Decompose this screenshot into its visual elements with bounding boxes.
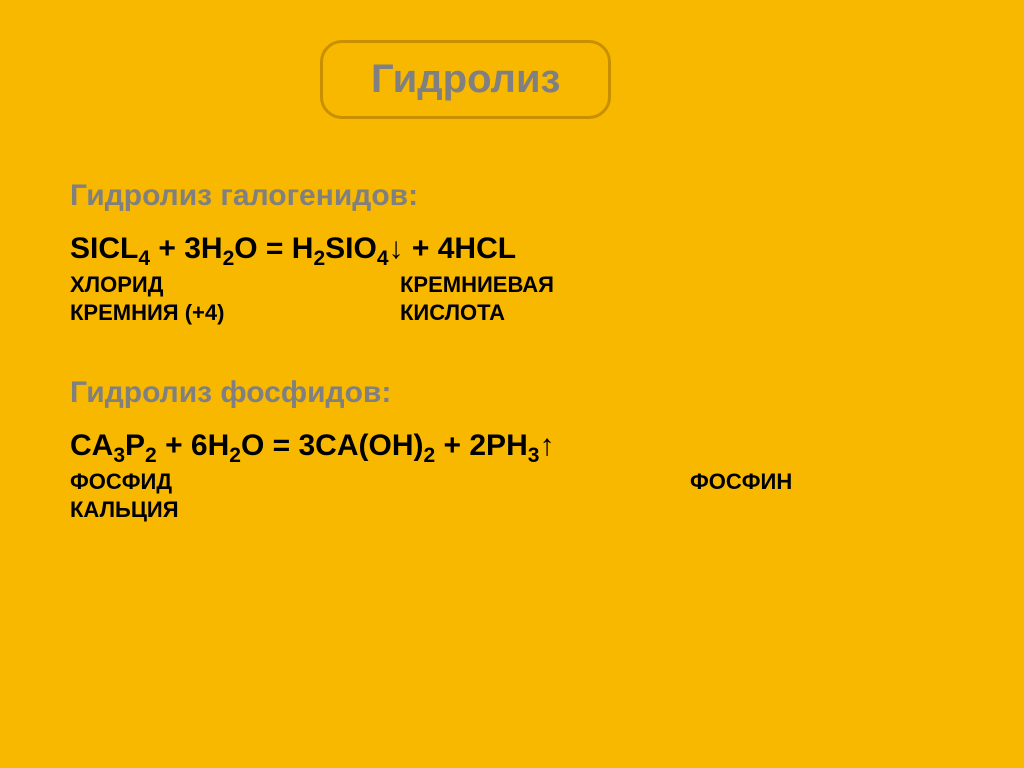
eq2-sub: 2 — [229, 444, 241, 467]
equation1: SICL4 + 3H2O = H2SIO4↓ + 4HCL — [70, 231, 964, 271]
label-chloride: ХЛОРИД — [70, 271, 400, 299]
label-calcium: КАЛЬЦИЯ — [70, 496, 179, 524]
eq1-sub: 2 — [313, 247, 325, 270]
eq2-part: + 6H — [157, 429, 230, 462]
eq2-sub: 2 — [424, 444, 436, 467]
equation2: CA3P2 + 6H2O = 3CA(OH)2 + 2PH3↑ — [70, 428, 964, 468]
eq2-part: ↑ — [539, 429, 554, 462]
eq2-sub: 3 — [528, 444, 540, 467]
eq1-sub: 2 — [223, 247, 235, 270]
eq1-part: ↓ + 4HCL — [389, 232, 517, 265]
labels2: ФОСФИД ФОСФИН КАЛЬЦИЯ — [70, 468, 964, 523]
eq2-part: CA — [70, 429, 113, 462]
eq2-sub: 3 — [113, 444, 125, 467]
section1-heading: Гидролиз галогенидов: — [70, 179, 964, 213]
label-row: КРЕМНИЯ (+4) КИСЛОТА — [70, 299, 964, 327]
eq1-part: O = H — [234, 232, 313, 265]
section2-heading: Гидролиз фосфидов: — [70, 376, 964, 410]
label-silicon: КРЕМНИЯ (+4) — [70, 299, 400, 327]
label-phosphine: ФОСФИН — [690, 468, 792, 496]
eq2-part: + 2PH — [435, 429, 528, 462]
title-box: Гидролиз — [320, 40, 611, 119]
eq1-part: + 3H — [150, 232, 223, 265]
label-silicic: КРЕМНИЕВАЯ — [400, 271, 554, 299]
slide-title: Гидролиз — [371, 57, 560, 102]
label-acid: КИСЛОТА — [400, 299, 505, 327]
section2: Гидролиз фосфидов: CA3P2 + 6H2O = 3CA(OH… — [70, 376, 964, 523]
labels1: ХЛОРИД КРЕМНИЕВАЯ КРЕМНИЯ (+4) КИСЛОТА — [70, 271, 964, 326]
eq1-sub: 4 — [377, 247, 389, 270]
eq1-part: SICL — [70, 232, 138, 265]
eq1-sub: 4 — [138, 247, 150, 270]
label-row: ХЛОРИД КРЕМНИЕВАЯ — [70, 271, 964, 299]
content-area: Гидролиз галогенидов: SICL4 + 3H2O = H2S… — [70, 179, 964, 523]
label-row: КАЛЬЦИЯ — [70, 496, 964, 524]
slide-container: Гидролиз Гидролиз галогенидов: SICL4 + 3… — [0, 0, 1024, 768]
eq1-part: SIO — [325, 232, 377, 265]
eq2-sub: 2 — [145, 444, 157, 467]
label-row: ФОСФИД ФОСФИН — [70, 468, 964, 496]
eq2-part: P — [125, 429, 145, 462]
label-phosphide: ФОСФИД — [70, 468, 690, 496]
eq2-part: O = 3CA(OH) — [241, 429, 424, 462]
